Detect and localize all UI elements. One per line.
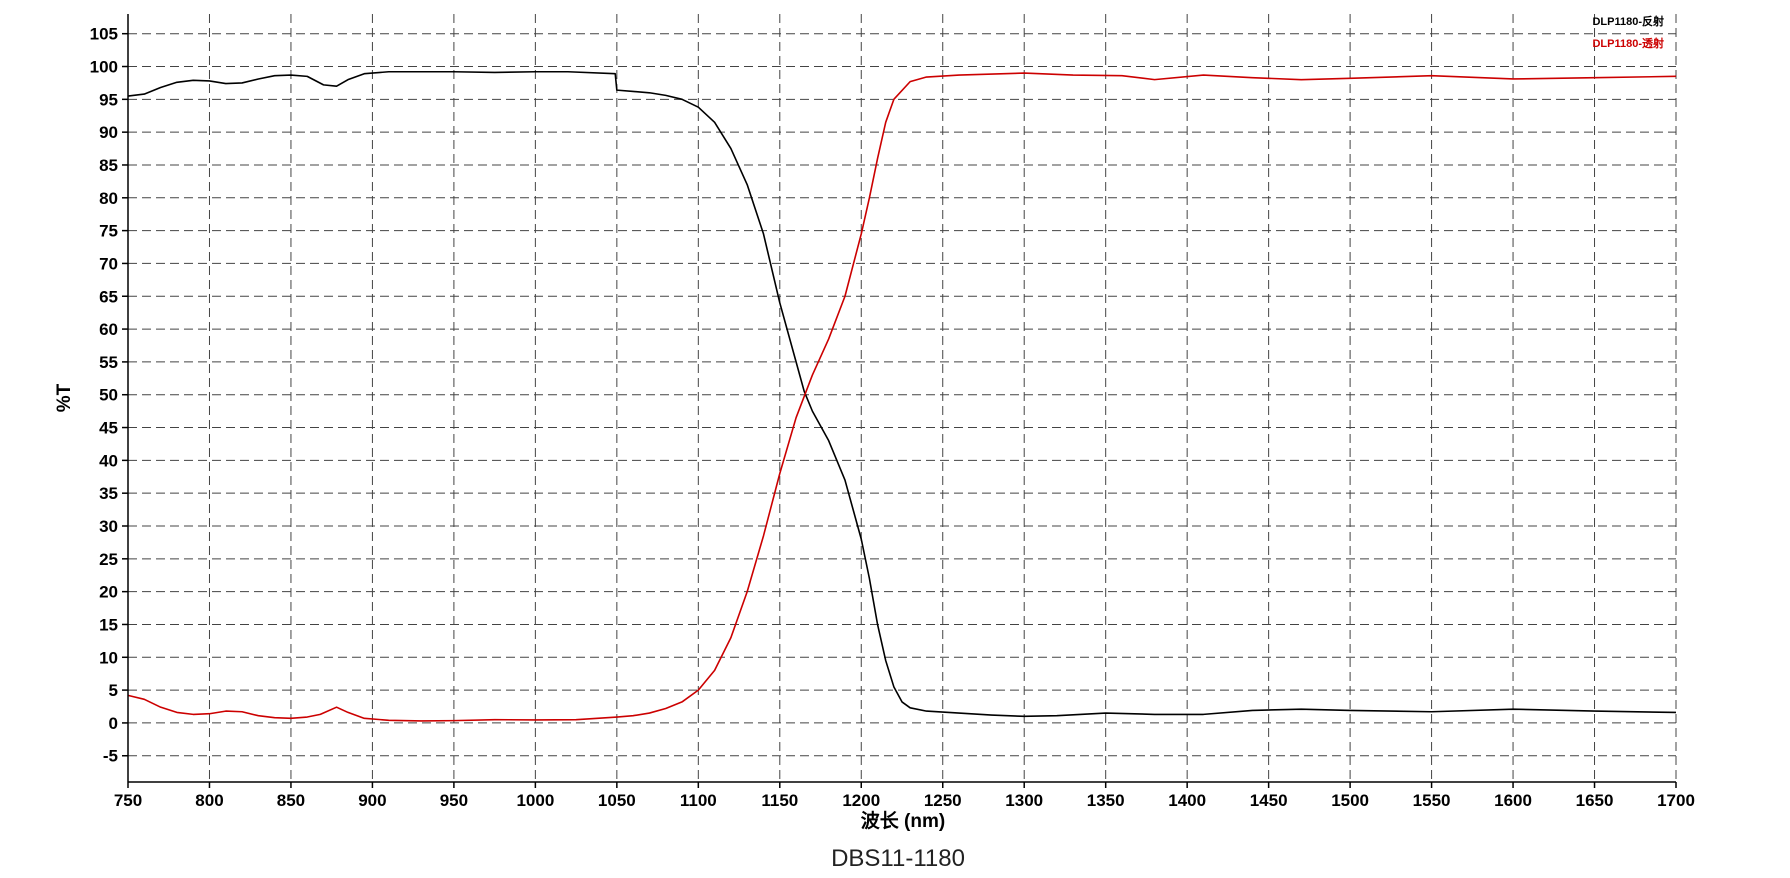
x-tick-label: 1600 (1494, 791, 1532, 810)
y-tick-label: 90 (99, 123, 118, 142)
y-tick-label: 40 (99, 451, 118, 470)
x-tick-label: 750 (114, 791, 142, 810)
y-axis-ticks: -5 0 5 10 15 20 25 30 35 40 45 50 55 60 65 70 75 80 85 90 95… (90, 25, 128, 766)
y-axis-title: %T (54, 383, 75, 412)
legend-entry-transmit: DLP1180-透射 (1592, 36, 1664, 50)
x-tick-label: 850 (277, 791, 305, 810)
y-tick-label: 70 (99, 254, 118, 273)
x-axis-title: 波长 (nm) (861, 809, 945, 832)
x-tick-label: 950 (440, 791, 468, 810)
y-tick-label: 25 (99, 550, 118, 569)
y-tick-label: 95 (99, 90, 118, 109)
x-tick-label: 1700 (1657, 791, 1695, 810)
y-tick-label: 20 (99, 583, 118, 602)
y-tick-label: 15 (99, 615, 118, 634)
x-tick-label: 1300 (1005, 791, 1043, 810)
chart-caption: DBS11-1180 (831, 845, 965, 872)
x-tick-label: 1350 (1087, 791, 1125, 810)
x-tick-label: 1250 (924, 791, 962, 810)
y-tick-label: -5 (103, 747, 118, 766)
x-tick-label: 1650 (1576, 791, 1614, 810)
y-tick-label: 45 (99, 419, 118, 438)
y-tick-label: 30 (99, 517, 118, 536)
x-tick-label: 1100 (680, 791, 717, 810)
grid (128, 14, 1677, 782)
y-tick-label: 35 (99, 484, 118, 503)
x-tick-label: 1400 (1168, 791, 1206, 810)
x-tick-label: 900 (358, 791, 386, 810)
x-tick-label: 1550 (1413, 791, 1451, 810)
y-tick-label: 85 (99, 156, 118, 175)
y-tick-label: 5 (109, 681, 118, 700)
y-tick-label: 80 (99, 189, 118, 208)
x-tick-label: 1500 (1331, 791, 1369, 810)
series-lines (127, 70, 1677, 722)
legend-entry-reflect: DLP1180-反射 (1592, 14, 1664, 28)
x-tick-label: 1450 (1250, 791, 1288, 810)
y-tick-label: 50 (99, 386, 118, 405)
y-tick-label: 65 (99, 287, 118, 306)
x-tick-label: 800 (195, 791, 223, 810)
y-tick-label: 10 (99, 648, 118, 667)
y-tick-label: 0 (109, 714, 118, 733)
x-tick-label: 1050 (598, 791, 636, 810)
x-tick-label: 1200 (842, 791, 880, 810)
x-tick-label: 1000 (516, 791, 554, 810)
x-tick-label: 1150 (761, 791, 798, 810)
y-tick-label: 55 (99, 353, 118, 372)
y-tick-label: 60 (99, 320, 118, 339)
y-tick-label: 75 (99, 222, 118, 241)
y-tick-label: 100 (90, 58, 118, 77)
y-tick-label: 105 (90, 25, 118, 44)
x-axis-ticks: 750 800 850 900 950 1000 1050 1100 1150 1200 1250 1… (114, 782, 1695, 810)
series-line-transmit (127, 72, 1677, 722)
series-line-reflect (127, 70, 1677, 718)
